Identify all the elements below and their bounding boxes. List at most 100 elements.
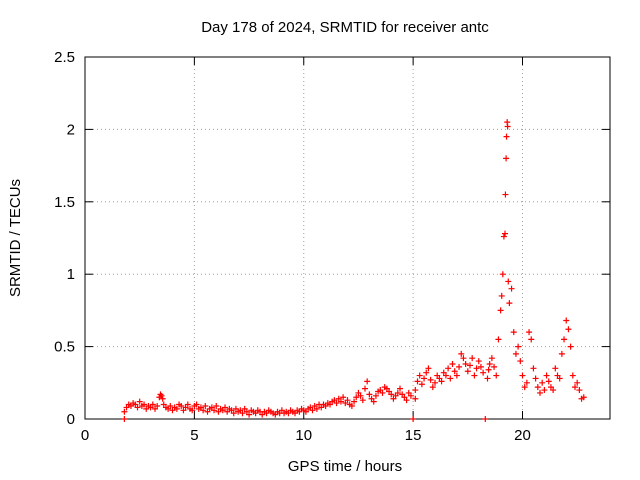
data-point xyxy=(500,233,507,240)
plot-frame xyxy=(84,56,611,420)
data-point xyxy=(193,401,200,408)
data-point xyxy=(340,394,347,401)
data-point xyxy=(425,365,432,372)
data-point xyxy=(563,317,570,324)
data-point xyxy=(567,343,574,350)
data-point xyxy=(462,360,469,367)
data-point xyxy=(556,375,563,382)
data-point xyxy=(453,372,460,379)
data-point xyxy=(432,379,438,386)
data-point xyxy=(504,123,511,130)
data-point xyxy=(515,343,522,350)
data-point xyxy=(475,358,482,365)
data-point xyxy=(473,365,480,372)
data-point xyxy=(458,350,465,357)
data-point xyxy=(543,372,550,379)
data-point xyxy=(412,387,419,394)
data-point xyxy=(429,384,436,391)
data-point xyxy=(348,402,355,409)
data-point xyxy=(178,402,185,409)
data-point xyxy=(442,372,449,379)
data-point xyxy=(366,391,373,398)
data-point xyxy=(523,379,530,386)
data-point xyxy=(353,394,360,401)
data-point xyxy=(484,375,491,382)
data-point xyxy=(364,378,371,385)
data-point xyxy=(505,278,512,285)
data-point xyxy=(537,389,543,396)
data-point xyxy=(173,405,180,412)
data-point xyxy=(498,292,505,299)
data-point xyxy=(239,410,246,417)
chart-title: Day 178 of 2024, SRMTID for receiver ant… xyxy=(201,19,489,36)
y-tick-label: 1 xyxy=(67,266,75,283)
data-point xyxy=(154,402,161,409)
data-point xyxy=(539,379,546,386)
data-point xyxy=(230,410,237,417)
data-point xyxy=(213,402,220,409)
data-point xyxy=(467,362,473,369)
data-point xyxy=(499,271,506,278)
data-point xyxy=(379,389,386,396)
y-tick-labels: 0 0.5 1 1.5 2 2.5 xyxy=(54,49,75,428)
data-point xyxy=(337,398,344,405)
data-point xyxy=(370,398,377,405)
data-point xyxy=(309,407,316,414)
data-point xyxy=(184,401,191,408)
x-tick-label: 10 xyxy=(295,427,312,444)
data-point xyxy=(460,355,467,362)
data-point xyxy=(565,326,572,333)
data-point xyxy=(313,405,320,412)
data-point xyxy=(512,350,519,357)
y-tick-label: 0.5 xyxy=(54,339,75,356)
data-point xyxy=(561,336,568,343)
data-point xyxy=(485,366,492,373)
data-point xyxy=(572,384,578,391)
data-point xyxy=(397,385,403,392)
data-point xyxy=(574,379,581,386)
data-point xyxy=(416,372,423,379)
data-point xyxy=(550,387,557,394)
x-tick-label: 5 xyxy=(190,427,198,444)
data-point xyxy=(521,384,528,391)
data-point xyxy=(502,191,509,198)
data-point xyxy=(414,378,421,385)
data-point xyxy=(530,365,537,372)
data-point xyxy=(502,230,508,237)
data-point xyxy=(510,329,517,336)
data-point xyxy=(488,355,495,362)
data-point xyxy=(569,372,576,379)
data-point xyxy=(423,369,430,376)
y-tick-label: 0 xyxy=(67,411,75,428)
data-point xyxy=(464,368,471,375)
data-point xyxy=(246,411,253,418)
data-point xyxy=(503,155,510,162)
data-point xyxy=(508,285,515,292)
y-axis-label: SRMTID / TECUs xyxy=(7,179,24,297)
data-point xyxy=(427,376,434,383)
data-point xyxy=(421,375,428,382)
data-point xyxy=(486,360,493,367)
x-tick-label: 20 xyxy=(514,427,531,444)
data-point xyxy=(526,329,533,336)
data-point xyxy=(200,407,207,414)
y-tick-label: 1.5 xyxy=(54,194,75,211)
data-point xyxy=(519,372,526,379)
data-point xyxy=(222,404,228,411)
data-point xyxy=(438,378,445,385)
x-tick-label: 0 xyxy=(81,427,89,444)
data-point xyxy=(121,416,128,422)
data-point xyxy=(482,416,489,422)
data-point xyxy=(480,369,487,376)
data-point xyxy=(136,398,143,405)
data-point xyxy=(445,365,452,372)
data-points xyxy=(121,119,587,422)
data-point xyxy=(359,397,366,404)
data-point xyxy=(469,355,476,362)
data-point xyxy=(394,389,401,396)
data-point xyxy=(495,336,502,343)
data-point xyxy=(532,375,539,382)
data-point xyxy=(403,397,410,404)
data-point xyxy=(558,350,565,357)
data-point xyxy=(333,400,340,407)
